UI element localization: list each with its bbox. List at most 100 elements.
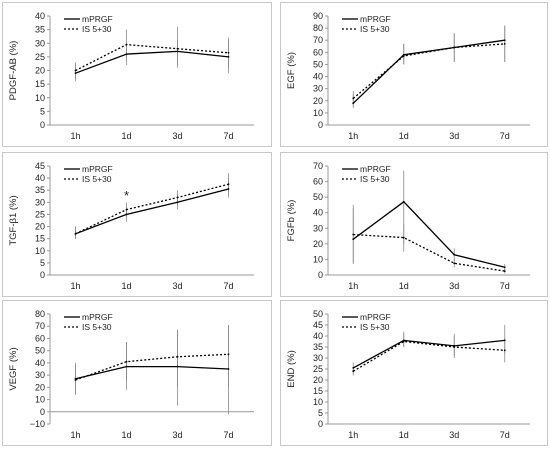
- y-tick-label: 50: [313, 309, 323, 319]
- y-tick-label: 0: [40, 407, 45, 417]
- y-tick-label: 60: [313, 177, 323, 187]
- series-line-mprgf: [352, 339, 505, 369]
- series-line-mprgf: [75, 188, 229, 235]
- data-point-mprgf: [503, 339, 506, 342]
- series-line-is-5-30: [353, 233, 505, 272]
- chart-panel-end: 0 5 10 15 20 25 30 35 40 45 50 1h 1d 3d 7d END (%) mPRGF…: [280, 300, 548, 446]
- series-line-mprgf: [352, 200, 505, 268]
- chart-panel-fgfb: 0 10 20 30 40 50 60 70 1h 1d 3d 7d FGFb (%) mPRGF IS 5…: [280, 152, 548, 297]
- data-point-mprgf: [352, 102, 355, 105]
- data-point-mprgf: [227, 55, 230, 58]
- data-point-mprgf: [74, 72, 77, 75]
- data-point-is-5-30: [125, 360, 128, 363]
- data-point-is-5-30: [402, 236, 405, 239]
- data-point-is-5-30: [227, 183, 230, 186]
- legend-label-mprgf: mPRGF: [360, 164, 391, 174]
- data-point-is-5-30: [352, 370, 355, 373]
- data-point-is-5-30: [453, 262, 456, 265]
- y-tick-label: 80: [35, 309, 45, 319]
- data-point-is-5-30: [176, 355, 179, 358]
- y-tick-label: 80: [313, 23, 323, 33]
- y-tick-label: 35: [313, 342, 323, 352]
- x-tick-label: 7d: [500, 430, 510, 440]
- series-line-mprgf: [75, 50, 229, 74]
- y-tick-label: 10: [313, 397, 323, 407]
- data-point-is-5-30: [402, 55, 405, 57]
- y-tick-label: 50: [35, 346, 45, 356]
- series-line-mprgf: [75, 365, 229, 380]
- y-tick-label: 15: [313, 386, 323, 396]
- series-line-is-5-30: [352, 43, 505, 99]
- y-axis-label: EGF (%): [286, 52, 297, 89]
- y-tick-label: 5: [40, 258, 45, 268]
- y-tick-label: 20: [35, 66, 45, 76]
- data-point-mprgf: [352, 238, 355, 241]
- y-tick-label: 50: [313, 192, 323, 202]
- data-point-mprgf: [503, 39, 506, 42]
- chart-frame: [280, 300, 548, 446]
- chart-panel-tgf-b1: 0 5 10 15 20 25 30 35 40 45 1h 1d 3d 7d TGF-β1 (%) * mPR…: [2, 152, 272, 297]
- y-tick-label: 0: [40, 270, 45, 280]
- legend-label-is-5-30: IS 5+30: [360, 322, 390, 332]
- data-point-is-5-30: [402, 340, 405, 343]
- y-axis-label: FGFb (%): [286, 200, 297, 242]
- legend-label-mprgf: mPRGF: [360, 312, 391, 322]
- x-tick-label: 1d: [121, 131, 131, 141]
- y-tick-label: 45: [313, 320, 323, 330]
- x-tick-label: 3d: [449, 281, 459, 291]
- data-point-mprgf: [125, 365, 128, 368]
- legend-label-mprgf: mPRGF: [360, 14, 391, 24]
- y-tick-label: 0: [318, 120, 323, 130]
- y-tick-label: 30: [313, 353, 323, 363]
- y-tick-label: 0: [40, 120, 45, 130]
- y-tick-label: −10: [30, 419, 45, 429]
- data-point-mprgf: [227, 188, 230, 190]
- y-tick-label: 35: [35, 185, 45, 195]
- data-point-is-5-30: [503, 349, 506, 352]
- y-tick-label: 35: [35, 25, 45, 35]
- x-tick-label: 3d: [449, 131, 459, 141]
- chart-svg-vegf: −10 0 10 20 30 40 50 60 70 80 1h 1d 3d 7d VEGF (%) mPRG…: [2, 300, 272, 446]
- data-point-is-5-30: [176, 47, 179, 50]
- data-point-is-5-30: [352, 97, 355, 100]
- legend-label-is-5-30: IS 5+30: [360, 174, 390, 184]
- x-tick-label: 7d: [223, 131, 233, 141]
- y-tick-label: 40: [35, 11, 45, 21]
- y-tick-label: 70: [313, 161, 323, 171]
- y-axis-label: END (%): [286, 350, 297, 387]
- legend-label-mprgf: mPRGF: [82, 164, 113, 174]
- legend-label-is-5-30: IS 5+30: [82, 174, 112, 184]
- x-tick-label: 1d: [399, 281, 409, 291]
- y-tick-label: 25: [313, 364, 323, 374]
- series-line-is-5-30: [75, 183, 229, 235]
- x-tick-label: 1h: [70, 281, 80, 291]
- data-point-mprgf: [125, 53, 128, 56]
- y-tick-label: 25: [35, 209, 45, 219]
- y-tick-label: 60: [313, 47, 323, 57]
- y-tick-label: 20: [35, 222, 45, 232]
- y-tick-label: 30: [35, 38, 45, 48]
- y-tick-label: 10: [35, 246, 45, 256]
- x-tick-label: 1h: [70, 430, 80, 440]
- y-tick-label: 50: [313, 59, 323, 69]
- x-tick-label: 1h: [348, 281, 358, 291]
- y-tick-label: 10: [313, 254, 323, 264]
- data-point-is-5-30: [453, 346, 456, 348]
- y-tick-label: 10: [35, 93, 45, 103]
- y-tick-label: 20: [313, 375, 323, 385]
- y-axis-label: TGF-β1 (%): [8, 195, 19, 245]
- legend-label-is-5-30: IS 5+30: [360, 24, 390, 34]
- data-point-mprgf: [176, 365, 179, 368]
- y-tick-label: 70: [35, 321, 45, 331]
- chart-panel-pdgf-ab: 0 5 10 15 20 25 30 35 40 1h 1d 3d 7d PDGF-AB (%) mPRGF…: [2, 2, 272, 147]
- x-tick-label: 1h: [70, 131, 80, 141]
- data-point-is-5-30: [74, 379, 77, 381]
- data-point-mprgf: [352, 367, 355, 369]
- chart-svg-egf: 0 10 20 30 40 50 60 70 80 90 1h 1d 3d 7d EGF (%) mPRGFI…: [280, 2, 548, 147]
- y-tick-label: 10: [35, 395, 45, 405]
- y-tick-label: 40: [35, 358, 45, 368]
- x-tick-label: 3d: [172, 131, 182, 141]
